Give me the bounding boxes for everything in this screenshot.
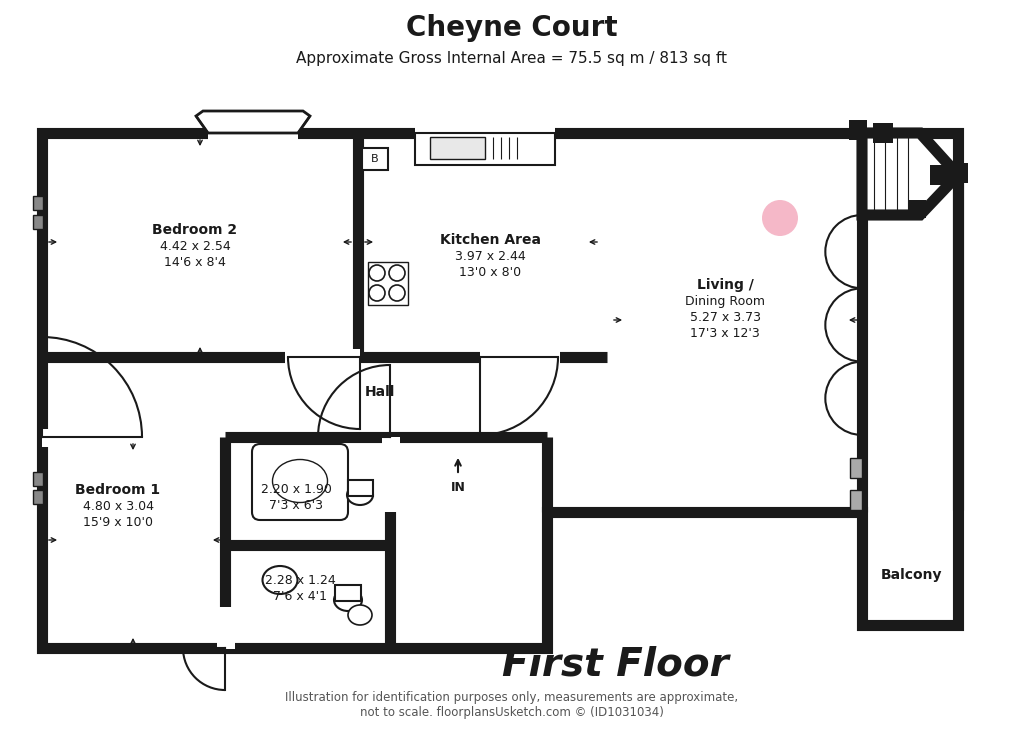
- Bar: [850, 458, 862, 478]
- Text: 2.20 x 1.90: 2.20 x 1.90: [260, 482, 332, 496]
- Text: Dining Room: Dining Room: [685, 295, 765, 308]
- Bar: [33, 490, 43, 504]
- Text: B: B: [371, 154, 379, 164]
- Text: 4.80 x 3.04: 4.80 x 3.04: [83, 500, 154, 513]
- Text: Illustration for identification purposes only, measurements are approximate,
not: Illustration for identification purposes…: [286, 691, 738, 719]
- Text: 5.27 x 3.73: 5.27 x 3.73: [689, 311, 761, 323]
- Text: 2.28 x 1.24: 2.28 x 1.24: [264, 574, 336, 588]
- Ellipse shape: [334, 589, 362, 611]
- Text: 15'9 x 10'0: 15'9 x 10'0: [83, 516, 153, 528]
- Text: 13'0 x 8'0: 13'0 x 8'0: [459, 266, 521, 278]
- Bar: [480, 349, 560, 367]
- Circle shape: [389, 285, 406, 301]
- FancyBboxPatch shape: [252, 444, 348, 520]
- Text: Butler's: Butler's: [263, 275, 761, 386]
- Text: IN: IN: [451, 480, 466, 494]
- Bar: [948, 163, 968, 183]
- Text: Kitchen Area: Kitchen Area: [439, 233, 541, 247]
- Circle shape: [389, 265, 406, 281]
- Bar: [850, 490, 862, 510]
- Polygon shape: [196, 111, 310, 133]
- Text: 7'6 x 4'1: 7'6 x 4'1: [273, 591, 327, 604]
- Bar: [430, 137, 485, 159]
- Text: First Floor: First Floor: [502, 646, 728, 684]
- Bar: [849, 120, 867, 140]
- Bar: [285, 349, 360, 367]
- Bar: [335, 585, 361, 601]
- Circle shape: [369, 265, 385, 281]
- Text: thoughtful estate agency: thoughtful estate agency: [319, 386, 705, 414]
- Bar: [33, 196, 43, 210]
- Circle shape: [369, 285, 385, 301]
- Text: 14'6 x 8'4: 14'6 x 8'4: [164, 255, 226, 269]
- Text: Bedroom 1: Bedroom 1: [76, 483, 161, 497]
- Bar: [33, 215, 43, 229]
- Ellipse shape: [262, 566, 298, 594]
- Bar: [208, 126, 298, 144]
- Bar: [33, 472, 43, 486]
- Bar: [217, 607, 234, 649]
- Polygon shape: [42, 133, 958, 648]
- Text: 7'3 x 6'3: 7'3 x 6'3: [269, 499, 323, 511]
- Bar: [382, 437, 400, 512]
- Bar: [42, 429, 147, 447]
- Bar: [348, 480, 373, 496]
- Polygon shape: [862, 133, 958, 215]
- Bar: [362, 148, 388, 170]
- Bar: [415, 126, 555, 144]
- Text: 3.97 x 2.44: 3.97 x 2.44: [455, 249, 525, 263]
- Text: 17'3 x 12'3: 17'3 x 12'3: [690, 326, 760, 340]
- Text: Cheyne Court: Cheyne Court: [407, 14, 617, 42]
- Text: 4.42 x 2.54: 4.42 x 2.54: [160, 240, 230, 252]
- Bar: [415, 133, 555, 165]
- Text: Approximate Gross Internal Area = 75.5 sq m / 813 sq ft: Approximate Gross Internal Area = 75.5 s…: [297, 50, 727, 66]
- Bar: [908, 200, 926, 218]
- Ellipse shape: [348, 605, 372, 625]
- Circle shape: [762, 200, 798, 236]
- Text: Living /: Living /: [696, 278, 754, 292]
- Text: Hall: Hall: [365, 385, 395, 399]
- Bar: [368, 262, 408, 305]
- Ellipse shape: [347, 485, 373, 505]
- Ellipse shape: [272, 460, 328, 502]
- Text: Balcony: Balcony: [882, 568, 943, 582]
- Text: Bedroom 2: Bedroom 2: [153, 223, 238, 237]
